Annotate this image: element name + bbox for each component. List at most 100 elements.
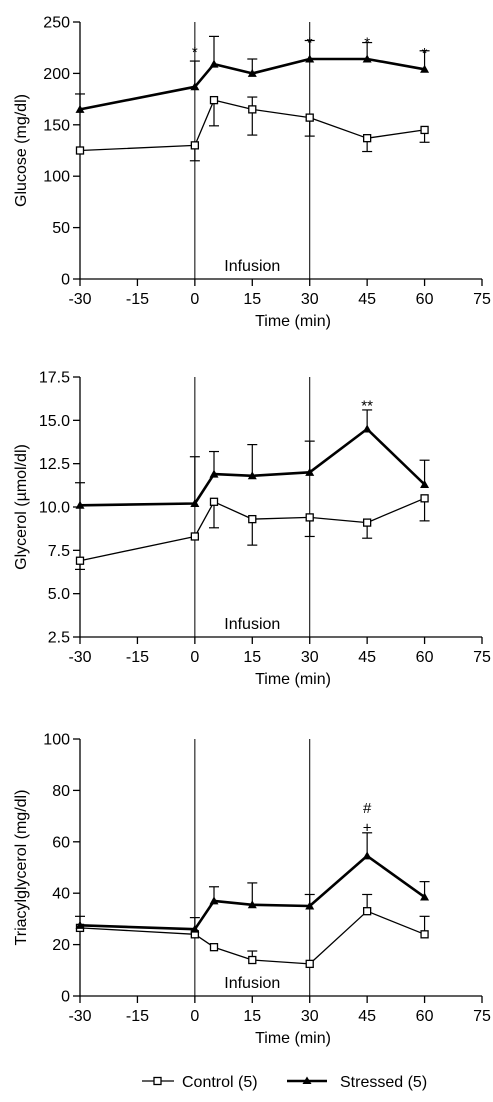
- panel-1-annotation: *: [422, 45, 428, 62]
- panel-1-control-5-point: [190, 141, 200, 150]
- panel-2-infusion-label: Infusion: [224, 616, 280, 633]
- panel-3-x-axis-label: Time (min): [255, 1030, 331, 1047]
- panel-3-ytick-label: 40: [52, 886, 70, 903]
- panel-2-control-5-point: [75, 556, 85, 565]
- panel-2-stressed-5-point: [362, 424, 372, 433]
- panel-3-stressed-5-point: [362, 851, 372, 860]
- panel-3-annotation: +: [363, 819, 372, 836]
- panel-3-control-5-point: [248, 955, 257, 965]
- panel-2-xtick-label: 0: [190, 649, 199, 666]
- panel-1-xtick-label: -15: [126, 291, 149, 308]
- panel-2-stressed-5: [75, 409, 430, 509]
- panel-3-infusion-label: Infusion: [224, 975, 280, 992]
- panel-1-stressed-5-point: [305, 54, 315, 63]
- panel-1-infusion-label: Infusion: [224, 258, 280, 275]
- panel-3-ytick-label: 0: [61, 989, 70, 1006]
- panel-3-control-5-point: [362, 907, 372, 916]
- panel-1-xtick-label: 15: [243, 291, 261, 308]
- panel-1-ytick-label: 0: [61, 272, 70, 289]
- panel-1-stressed-5: [75, 35, 430, 113]
- panel-1-stressed-5-point: [420, 64, 430, 73]
- panel-2-stressed-5-point: [209, 469, 219, 478]
- panel-2-ytick-label: 15.0: [39, 413, 70, 430]
- legend-stressed-label: Stressed (5): [340, 1074, 427, 1091]
- panel-2-xtick-label: 60: [416, 649, 434, 666]
- panel-3-ytick-label: 80: [52, 783, 70, 800]
- panel-2-control-5-point: [248, 514, 257, 524]
- panel-2-stressed-5-point: [190, 499, 200, 508]
- legend-control-label: Control (5): [182, 1074, 258, 1091]
- panel-1-xtick-label: -30: [68, 291, 91, 308]
- panel-3-annotation: #: [363, 800, 372, 817]
- panel-1-stressed-5-point: [190, 82, 200, 91]
- legend: Control (5) Stressed (5): [142, 1074, 427, 1091]
- panel-2-annotation: **: [361, 398, 373, 415]
- panel-2-xtick-label: 15: [243, 649, 261, 666]
- panel-3-stressed-5: [75, 832, 430, 933]
- legend-control-marker: [153, 1076, 162, 1086]
- panel-1: 0 50 100 150 200 250 -30 -15 0 15 30 45 60 75 Time (mi…: [13, 15, 491, 331]
- panel-1-stressed-5-point: [209, 59, 219, 68]
- panel-3-xtick-label: -30: [68, 1008, 91, 1025]
- panel-2-control-5-point: [305, 513, 314, 522]
- panel-1-annotation: *: [364, 35, 370, 52]
- panel-1-xtick-label: 75: [473, 291, 491, 308]
- panel-3-control-5: [75, 893, 430, 969]
- panel-2-stressed-5-point: [75, 500, 85, 509]
- panel-2-ytick-label: 12.5: [39, 456, 70, 473]
- panel-2-ytick-label: 7.5: [48, 543, 70, 560]
- panel-2-xtick-label: -15: [126, 649, 149, 666]
- panel-1-xtick-label: 45: [358, 291, 376, 308]
- panel-2-ytick-label: 5.0: [48, 586, 70, 603]
- panel-2-control-5-point: [420, 494, 429, 503]
- panel-3-stressed-5-point: [420, 892, 430, 901]
- panel-1-control-5-point: [305, 113, 314, 122]
- panel-1-ytick-label: 250: [43, 15, 70, 32]
- panel-1-stressed-5-point: [247, 68, 257, 77]
- panel-1-control-5: [75, 95, 430, 162]
- panel-2-xtick-label: 30: [301, 649, 319, 666]
- panel-3-stressed-5-point: [209, 896, 219, 905]
- panel-2-ytick-label: 17.5: [39, 370, 70, 387]
- panel-3-stressed-5-point: [305, 901, 315, 910]
- panel-3-xtick-label: 30: [301, 1008, 319, 1025]
- panel-2-control-5: [75, 494, 430, 571]
- panel-3-xtick-label: 0: [190, 1008, 199, 1025]
- panel-3-xtick-label: 75: [473, 1008, 491, 1025]
- panel-2: 2.5 5.0 7.5 10.0 12.5 15.0 17.5 -30 -15 0 15 30 45 60…: [13, 370, 491, 689]
- panel-1-ytick-label: 150: [43, 117, 70, 134]
- panel-1-ytick-label: 100: [43, 169, 70, 186]
- panel-1-ytick-label: 200: [43, 66, 70, 83]
- panel-1-stressed-5-point: [362, 54, 372, 63]
- panel-3-control-5-point: [420, 930, 429, 939]
- panel-2-stressed-5-point: [420, 479, 430, 488]
- panel-2-control-5-point: [190, 532, 200, 541]
- panel-3: 0 20 40 60 80 100 -30 -15 0 15 30 45 60 75 Time (min) T…: [13, 732, 491, 1048]
- panel-1-xtick-label: 60: [416, 291, 434, 308]
- panel-1-xtick-label: 30: [301, 291, 319, 308]
- panel-3-control-5-point: [305, 959, 314, 969]
- panel-3-xtick-label: 15: [243, 1008, 261, 1025]
- panel-1-annotation: *: [307, 35, 313, 52]
- panel-3-y-axis-label: Triacylglycerol (mg/dl): [13, 790, 30, 946]
- panel-2-ytick-label: 2.5: [48, 630, 70, 647]
- panel-3-xtick-label: 60: [416, 1008, 434, 1025]
- panel-1-x-axis-label: Time (min): [255, 313, 331, 330]
- panel-3-xtick-label: -15: [126, 1008, 149, 1025]
- panel-3-ytick-label: 60: [52, 834, 70, 851]
- panel-2-y-axis-label: Glycerol (µmol/dl): [13, 444, 30, 570]
- panel-2-xtick-label: 75: [473, 649, 491, 666]
- panel-3-ytick-label: 100: [43, 732, 70, 749]
- panel-3-stressed-5-point: [75, 920, 85, 929]
- panel-2-control-5-point: [362, 518, 372, 527]
- panel-3-xtick-label: 45: [358, 1008, 376, 1025]
- legend-stressed-marker: [302, 1076, 312, 1084]
- panel-3-control-5-point: [209, 943, 219, 952]
- panel-2-xtick-label: -30: [68, 649, 91, 666]
- panel-1-control-5-point: [209, 95, 219, 105]
- panel-1-xtick-label: 0: [190, 291, 199, 308]
- panel-2-xtick-label: 45: [358, 649, 376, 666]
- panel-2-stressed-5-point: [247, 471, 257, 480]
- panel-3-stressed-5-point: [190, 924, 200, 933]
- panel-1-control-5-point: [420, 125, 429, 135]
